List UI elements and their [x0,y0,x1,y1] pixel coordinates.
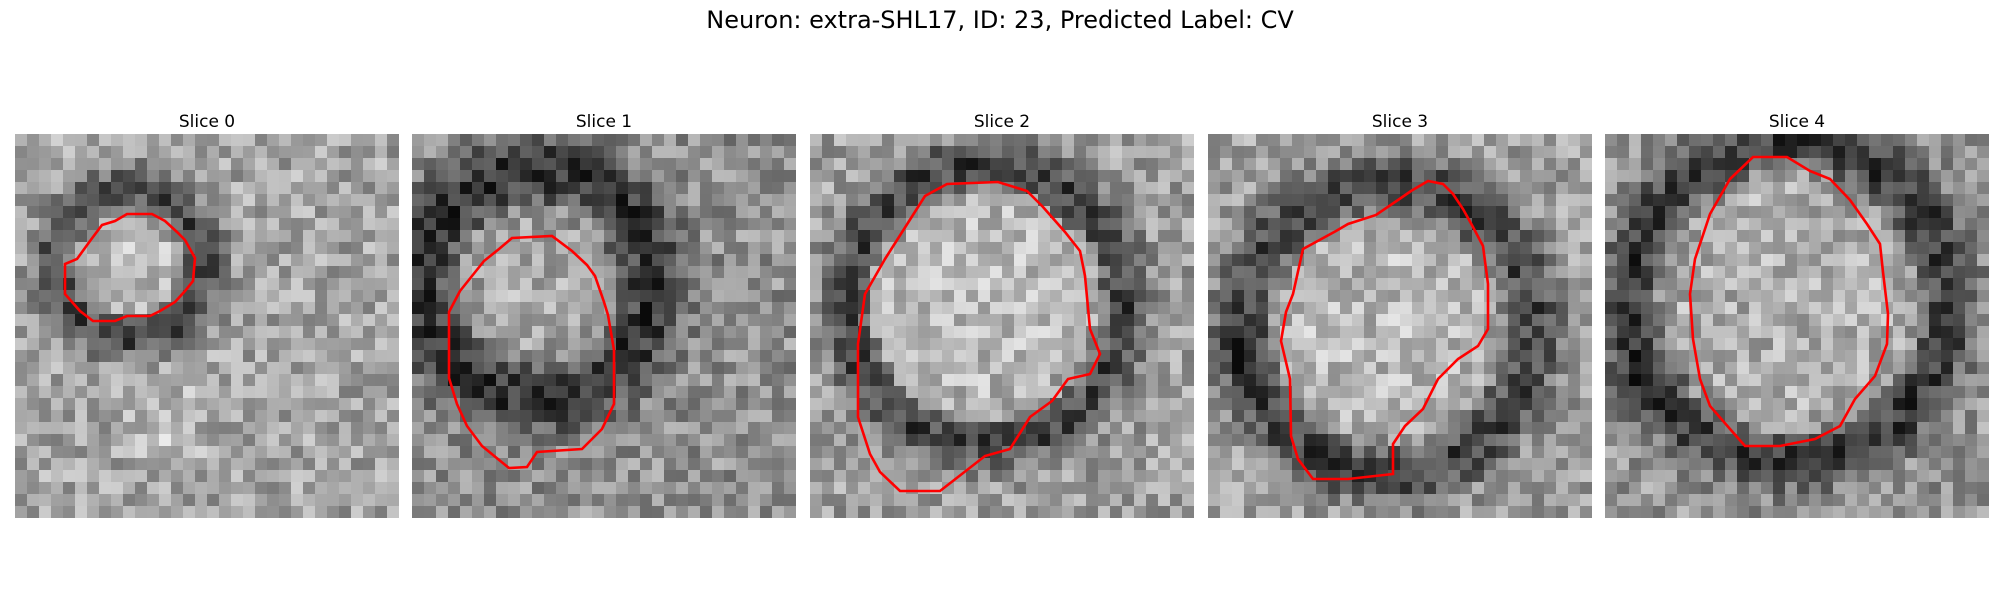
slice-title: Slice 0 [178,112,236,132]
microscopy-texture [412,134,796,518]
figure-title: Neuron: extra-SHL17, ID: 23, Predicted L… [706,6,1294,34]
slice-panel-1: Slice 1 [412,111,796,518]
segmentation-contour [63,212,197,323]
segmentation-contour [1688,155,1890,448]
slice-title: Slice 2 [973,112,1031,132]
microscopy-texture [1605,134,1989,518]
slice-title: Slice 1 [575,112,633,132]
slice-title: Slice 4 [1768,112,1826,132]
slice-image-4 [1605,134,1989,518]
slice-image-2 [810,134,1194,518]
microscopy-texture [810,134,1194,518]
slice-panel-0: Slice 0 [15,111,399,518]
slice-panel-3: Slice 3 [1208,111,1592,518]
slice-image-1 [412,134,796,518]
microscopy-texture [1208,134,1592,518]
segmentation-contour [1279,179,1490,481]
segmentation-contour [447,234,616,470]
segmentation-contour [856,180,1102,493]
slice-panel-4: Slice 4 [1605,111,1989,518]
slice-panel-2: Slice 2 [810,111,1194,518]
slice-title: Slice 3 [1371,112,1429,132]
slice-image-0 [15,134,399,518]
microscopy-texture [15,134,399,518]
slice-image-3 [1208,134,1592,518]
